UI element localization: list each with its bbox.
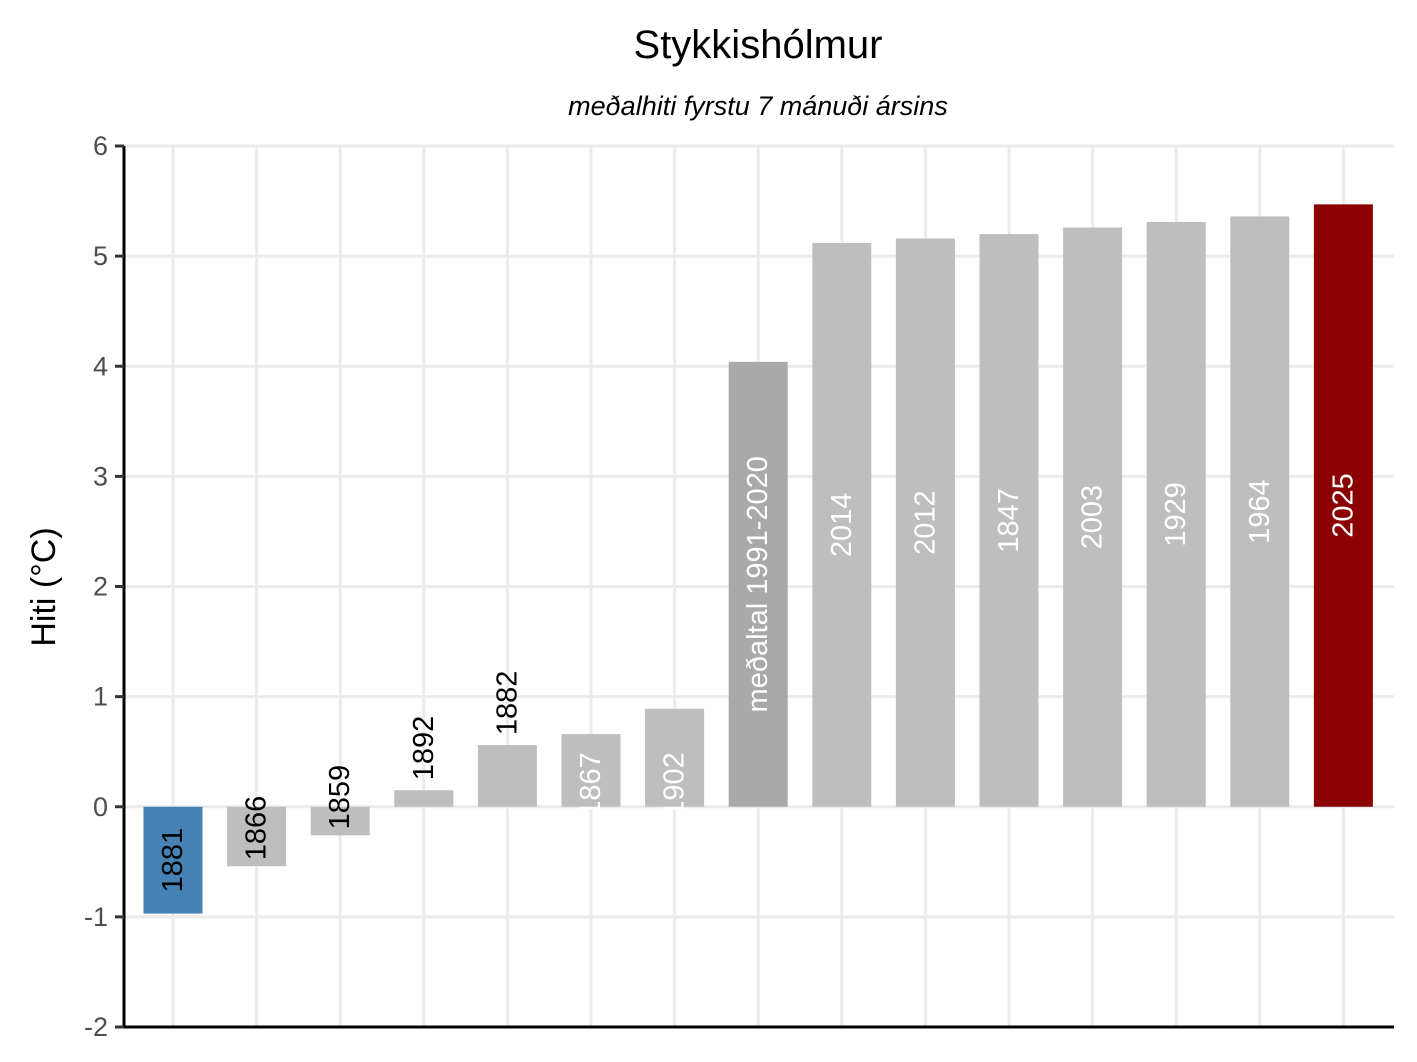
bar-label-14: 2025 — [1327, 473, 1359, 538]
bar-11 — [1063, 227, 1123, 807]
y-tick-label-6: 4 — [93, 351, 108, 381]
bar-label-2: 1859 — [324, 765, 356, 830]
bar-labels: 1881 1866 1859 1892 1882 1867 1902 meðaltal 199… — [157, 456, 1359, 892]
y-tick-label-3: 1 — [93, 682, 108, 712]
bar-label-1: 1866 — [241, 796, 273, 861]
bar-4 — [477, 745, 537, 807]
bar-9 — [895, 238, 955, 807]
bar-6 — [645, 708, 705, 807]
bar-label-12: 1929 — [1160, 482, 1192, 547]
bar-3 — [394, 790, 454, 807]
y-tick-label-1: -1 — [84, 902, 108, 932]
bar-7 — [728, 361, 788, 807]
bar-label-9: 2012 — [909, 490, 941, 555]
bar-label-8: 2014 — [826, 493, 858, 558]
bar-8 — [812, 242, 872, 807]
bar-label-4: 1882 — [491, 671, 523, 736]
y-ticks: -2 -1 0 1 2 3 4 5 6 — [84, 131, 124, 1042]
bar-label-3: 1892 — [408, 716, 440, 781]
bar-1 — [227, 806, 287, 867]
y-tick-label-5: 3 — [93, 461, 108, 491]
y-tick-label-4: 2 — [93, 572, 108, 602]
bar-label-0: 1881 — [157, 828, 189, 893]
y-tick-label-2: 0 — [93, 792, 108, 822]
bar-2 — [310, 806, 370, 836]
bar-label-10: 1847 — [993, 488, 1025, 553]
bar-12 — [1146, 221, 1206, 807]
bar-14 — [1313, 204, 1373, 807]
bar-label-7: meðaltal 1991-2020 — [742, 456, 774, 712]
chart-title: Stykkishólmur — [634, 23, 883, 67]
y-tick-label-8: 6 — [93, 131, 108, 161]
y-tick-label-7: 5 — [93, 241, 108, 271]
y-tick-label-0: -2 — [84, 1012, 108, 1042]
bar-label-5: 1867 — [575, 752, 607, 817]
bar-5 — [561, 734, 621, 807]
bars — [143, 204, 1373, 914]
bar-label-6: 1902 — [659, 752, 691, 817]
bar-label-13: 1964 — [1244, 479, 1276, 544]
chart-subtitle: meðalhiti fyrstu 7 mánuði ársins — [568, 91, 948, 121]
bar-0 — [143, 806, 203, 914]
y-axis-label: Hiti (°C) — [25, 527, 63, 646]
bar-label-11: 2003 — [1077, 485, 1109, 550]
bar-13 — [1230, 216, 1290, 807]
bar-10 — [979, 234, 1039, 807]
